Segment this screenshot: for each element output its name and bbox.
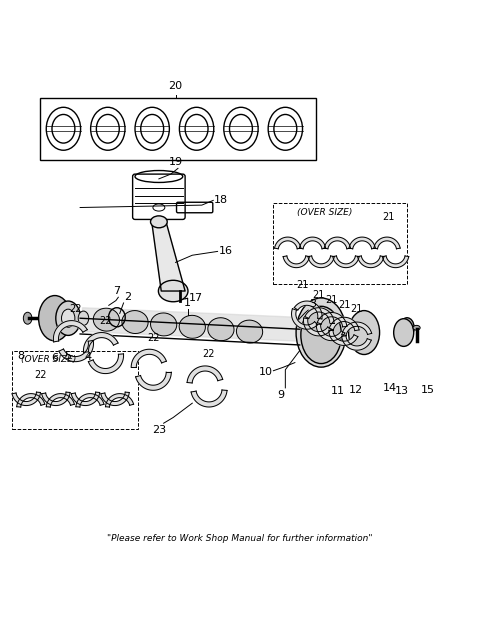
Text: 6: 6	[51, 353, 59, 363]
Polygon shape	[317, 312, 347, 327]
Text: 21: 21	[312, 290, 325, 300]
Polygon shape	[308, 256, 334, 268]
Ellipse shape	[348, 311, 380, 354]
Text: (OVER SIZE): (OVER SIZE)	[297, 208, 353, 216]
Text: 16: 16	[218, 246, 232, 256]
Ellipse shape	[93, 308, 120, 331]
Polygon shape	[374, 237, 400, 249]
Text: 20: 20	[168, 81, 182, 91]
Polygon shape	[324, 237, 350, 249]
Ellipse shape	[56, 301, 81, 336]
Polygon shape	[303, 318, 331, 336]
Text: 23: 23	[152, 424, 166, 434]
Polygon shape	[76, 394, 104, 407]
Polygon shape	[333, 256, 359, 268]
Polygon shape	[342, 336, 371, 350]
Ellipse shape	[237, 320, 263, 343]
Polygon shape	[46, 394, 74, 407]
Ellipse shape	[78, 311, 89, 326]
Text: 18: 18	[214, 196, 228, 206]
Text: 17: 17	[189, 293, 203, 303]
Ellipse shape	[301, 306, 341, 364]
Text: 8: 8	[17, 351, 24, 361]
Text: 21: 21	[296, 280, 308, 290]
Polygon shape	[342, 322, 372, 336]
Polygon shape	[59, 341, 94, 362]
Bar	[39, 98, 316, 160]
Text: 22: 22	[147, 332, 159, 342]
Text: 19: 19	[168, 157, 182, 167]
Ellipse shape	[151, 313, 177, 336]
Ellipse shape	[61, 309, 75, 328]
Text: 3: 3	[309, 299, 316, 309]
Text: 21: 21	[382, 213, 394, 222]
Text: 12: 12	[349, 385, 363, 395]
Polygon shape	[305, 308, 334, 323]
Polygon shape	[329, 318, 359, 331]
Text: 21: 21	[325, 295, 338, 305]
Polygon shape	[101, 392, 129, 406]
Polygon shape	[275, 237, 301, 249]
Polygon shape	[316, 324, 345, 341]
Polygon shape	[300, 237, 326, 249]
Text: 14: 14	[383, 383, 397, 393]
Polygon shape	[383, 256, 409, 268]
Text: (OVER SIZE): (OVER SIZE)	[22, 356, 77, 364]
Polygon shape	[152, 222, 185, 291]
Ellipse shape	[303, 307, 339, 358]
Polygon shape	[84, 332, 118, 352]
Ellipse shape	[208, 318, 234, 341]
Bar	[12, 351, 138, 429]
Text: 21: 21	[351, 304, 363, 314]
Text: 9: 9	[277, 390, 284, 400]
Text: 21: 21	[338, 299, 350, 309]
Ellipse shape	[400, 318, 414, 338]
Polygon shape	[106, 394, 133, 407]
Polygon shape	[349, 237, 375, 249]
Polygon shape	[53, 321, 87, 342]
Text: 1: 1	[184, 298, 191, 308]
Text: 10: 10	[258, 367, 273, 377]
Text: 22: 22	[69, 304, 82, 314]
Polygon shape	[291, 309, 318, 329]
Polygon shape	[283, 256, 310, 268]
Polygon shape	[131, 349, 167, 368]
Text: 2: 2	[124, 292, 132, 302]
Bar	[274, 202, 407, 284]
Polygon shape	[12, 392, 40, 406]
Polygon shape	[88, 354, 123, 374]
Text: 5: 5	[64, 351, 71, 361]
Polygon shape	[17, 394, 45, 407]
Polygon shape	[191, 390, 227, 407]
Ellipse shape	[38, 296, 71, 341]
Text: 22: 22	[34, 370, 47, 380]
Ellipse shape	[394, 319, 414, 346]
Ellipse shape	[413, 326, 420, 330]
Ellipse shape	[24, 312, 32, 324]
Polygon shape	[294, 301, 322, 319]
Ellipse shape	[151, 216, 167, 227]
Polygon shape	[329, 330, 358, 346]
Text: 4: 4	[85, 352, 92, 362]
Polygon shape	[42, 392, 70, 406]
Ellipse shape	[122, 311, 148, 334]
Text: 15: 15	[420, 385, 434, 395]
Polygon shape	[83, 308, 297, 341]
Polygon shape	[358, 256, 384, 268]
Text: 22: 22	[99, 316, 112, 326]
Polygon shape	[136, 372, 171, 390]
Text: "Please refer to Work Shop Manual for further information": "Please refer to Work Shop Manual for fu…	[107, 534, 373, 542]
Text: 13: 13	[395, 386, 409, 396]
Polygon shape	[72, 392, 100, 406]
Text: 7: 7	[114, 286, 120, 296]
Text: 11: 11	[331, 386, 345, 396]
Polygon shape	[187, 366, 223, 383]
Ellipse shape	[296, 298, 346, 367]
Ellipse shape	[179, 316, 205, 338]
Ellipse shape	[158, 280, 188, 302]
Text: 22: 22	[203, 349, 215, 359]
